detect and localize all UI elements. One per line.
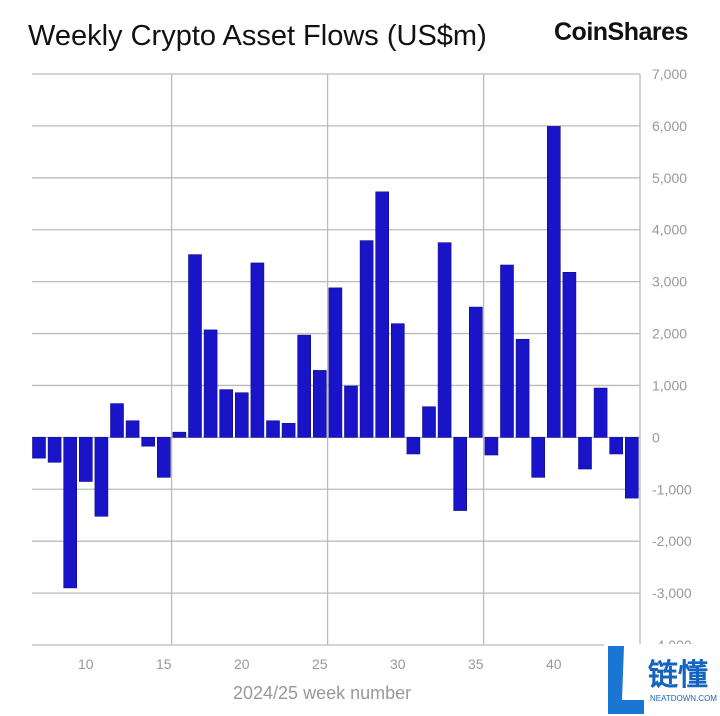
bar bbox=[578, 437, 592, 470]
y-tick-label: 1,000 bbox=[652, 377, 687, 393]
bar bbox=[406, 437, 421, 455]
x-tick-label: 25 bbox=[312, 656, 328, 672]
bar bbox=[609, 437, 624, 455]
x-tick-label: 35 bbox=[468, 656, 484, 672]
bar bbox=[281, 423, 296, 438]
bar bbox=[266, 420, 280, 438]
y-tick-label: -1,000 bbox=[652, 481, 692, 497]
bar bbox=[624, 437, 639, 499]
coinshares-logo: CoinShares bbox=[554, 18, 688, 46]
bar bbox=[172, 431, 187, 438]
bar bbox=[328, 287, 343, 438]
bar bbox=[79, 437, 93, 482]
bar bbox=[546, 126, 561, 438]
y-tick-label: 7,000 bbox=[652, 66, 687, 82]
y-tick-label: 4,000 bbox=[652, 222, 687, 238]
x-tick-label: 30 bbox=[390, 656, 406, 672]
y-tick-label: 6,000 bbox=[652, 118, 687, 134]
bar bbox=[562, 271, 577, 438]
bar bbox=[344, 385, 358, 438]
bar bbox=[468, 306, 483, 438]
x-tick-label: 20 bbox=[234, 656, 250, 672]
bar bbox=[32, 437, 46, 459]
bar bbox=[157, 437, 171, 478]
bar bbox=[125, 420, 140, 438]
bar bbox=[312, 370, 327, 438]
bar bbox=[437, 242, 452, 438]
bar bbox=[359, 240, 374, 438]
bar bbox=[63, 437, 78, 589]
watermark-logo-icon bbox=[608, 646, 644, 714]
bar bbox=[500, 264, 514, 438]
bar bbox=[375, 191, 390, 438]
bar bbox=[297, 334, 312, 438]
x-tick-label: 40 bbox=[546, 656, 562, 672]
bar bbox=[390, 323, 405, 438]
bar bbox=[453, 437, 468, 511]
bar bbox=[203, 329, 218, 438]
bar bbox=[593, 387, 608, 438]
bar bbox=[235, 392, 249, 438]
bar bbox=[47, 437, 62, 463]
bar bbox=[94, 437, 109, 517]
watermark-subtext: NEATDOWN.COM bbox=[650, 694, 717, 703]
bar bbox=[188, 254, 202, 438]
bar bbox=[250, 262, 265, 438]
x-tick-label: 10 bbox=[78, 656, 94, 672]
bar bbox=[141, 437, 155, 447]
bar bbox=[531, 437, 546, 478]
x-tick-label: 15 bbox=[156, 656, 172, 672]
y-tick-label: 0 bbox=[652, 429, 660, 445]
y-tick-label: 5,000 bbox=[652, 170, 687, 186]
bar bbox=[219, 389, 233, 438]
bar bbox=[422, 406, 436, 438]
watermark: 链懂 NEATDOWN.COM bbox=[604, 644, 720, 716]
bar bbox=[515, 338, 530, 438]
watermark-text: 链懂 bbox=[648, 659, 708, 692]
y-tick-label: 2,000 bbox=[652, 326, 687, 342]
x-axis-label: 2024/25 week number bbox=[233, 683, 412, 703]
bar bbox=[484, 437, 499, 456]
chart-title: Weekly Crypto Asset Flows (US$m) bbox=[28, 20, 487, 52]
y-tick-label: -3,000 bbox=[652, 585, 692, 601]
bar bbox=[110, 403, 124, 438]
y-tick-label: -2,000 bbox=[652, 533, 692, 549]
y-tick-label: 3,000 bbox=[652, 274, 687, 290]
